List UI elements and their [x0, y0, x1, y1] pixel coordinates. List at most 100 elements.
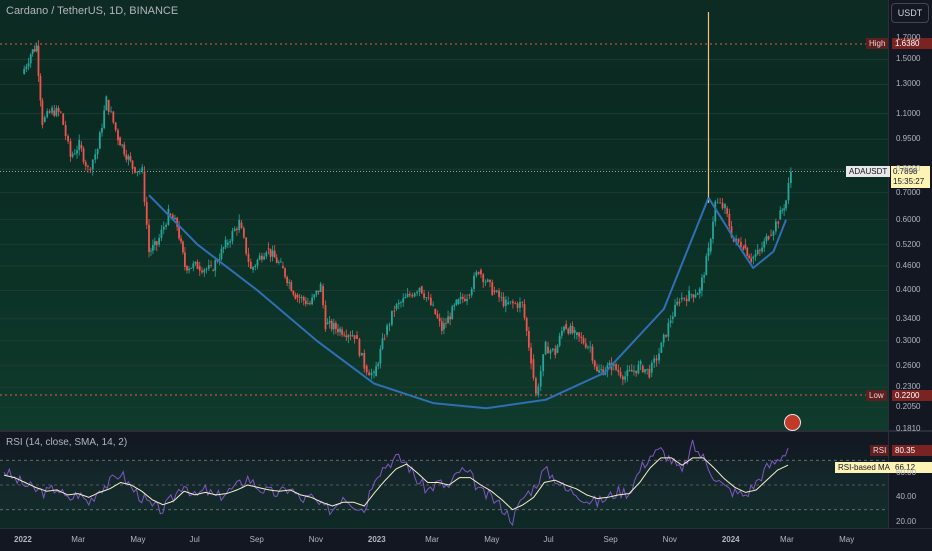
candle-body	[150, 250, 152, 252]
candle-body	[267, 248, 270, 249]
candle-body	[461, 296, 464, 299]
candle-body	[55, 108, 58, 116]
candle-body	[653, 358, 656, 363]
candle-body	[404, 296, 407, 299]
candle-body	[767, 236, 770, 240]
currency-button[interactable]: USDT	[891, 3, 929, 23]
candle-body	[748, 255, 751, 259]
candle-body	[315, 290, 318, 295]
candle-body	[716, 202, 719, 204]
handle-curve	[707, 197, 788, 269]
candle-body	[296, 294, 299, 298]
main-chart-panel[interactable]	[0, 0, 888, 430]
candle-body	[608, 362, 611, 366]
candle-body	[127, 156, 130, 160]
candle-body	[101, 127, 103, 133]
rsi-band	[0, 460, 888, 510]
candle-body	[210, 265, 212, 267]
price-tick-label: 0.4600	[896, 261, 921, 271]
candle-body	[593, 360, 596, 367]
candle-body	[397, 302, 400, 305]
candle-body	[420, 286, 423, 294]
candle-body	[33, 49, 36, 52]
candle-body	[67, 136, 69, 142]
candle-body	[306, 303, 309, 305]
rsi-tick-label: 40.00	[896, 492, 917, 502]
candle-body	[273, 250, 276, 258]
candle-body	[633, 370, 635, 372]
candle-body	[35, 45, 38, 52]
candle-body	[626, 370, 629, 377]
candle-body	[703, 275, 706, 278]
candle-body	[151, 245, 154, 251]
time-tick-label: Mar	[425, 535, 439, 544]
time-tick-label: Sep	[249, 535, 264, 544]
candle-body	[671, 316, 674, 319]
rsi-panel[interactable]	[0, 432, 888, 528]
candle-body	[261, 255, 263, 260]
candle-body	[286, 276, 289, 284]
candle-body	[313, 294, 316, 298]
rsi-ma-value: 66.12	[892, 462, 932, 473]
candle-body	[368, 372, 371, 376]
candle-body	[188, 268, 190, 271]
candle-body	[491, 282, 494, 296]
candle-body	[443, 323, 445, 330]
candle-body	[423, 293, 425, 299]
candle-body	[256, 259, 259, 266]
candle-body	[231, 231, 234, 242]
price-tick-label: 0.2300	[896, 382, 921, 392]
candle-body	[628, 370, 631, 371]
candle-body	[551, 348, 554, 351]
candle-body	[265, 252, 268, 257]
candle-body	[167, 208, 170, 225]
candle-body	[509, 301, 512, 303]
candle-body	[457, 299, 460, 305]
candle-body	[429, 297, 432, 306]
candle-body	[728, 213, 731, 227]
candle-body	[183, 252, 186, 267]
candle-body	[402, 298, 405, 303]
candle-body	[105, 96, 108, 111]
candle-body	[269, 248, 272, 257]
candle-body	[290, 282, 293, 292]
price-tick-label: 0.9500	[896, 134, 921, 144]
candle-body	[567, 328, 570, 334]
rsi-tick-label: 20.00	[896, 517, 917, 526]
rsi-title: RSI (14, close, SMA, 14, 2)	[6, 437, 128, 448]
price-tick-label: 0.5200	[896, 239, 921, 249]
candle-body	[247, 253, 250, 263]
candle-body	[165, 224, 167, 227]
event-badge-icon[interactable]	[784, 414, 801, 431]
time-tick-label: Nov	[308, 535, 323, 544]
candle-body	[451, 306, 454, 320]
candle-body	[606, 365, 609, 372]
candle-body	[80, 144, 83, 149]
candle-body	[69, 141, 72, 157]
candle-body	[635, 370, 638, 374]
candle-body	[598, 370, 600, 373]
candle-body	[512, 301, 514, 304]
candle-body	[119, 137, 121, 146]
price-axis[interactable]	[888, 0, 932, 528]
candle-body	[294, 294, 297, 300]
time-axis[interactable]	[0, 528, 932, 551]
candle-body	[25, 66, 28, 69]
candle-body	[360, 352, 363, 356]
candle-body	[453, 304, 456, 307]
candle-body	[201, 270, 203, 273]
candle-body	[358, 338, 361, 356]
candle-body	[198, 266, 201, 271]
candle-body	[341, 329, 344, 335]
time-tick-label: Mar	[71, 535, 85, 544]
candle-body	[525, 317, 528, 331]
candle-body	[756, 249, 759, 255]
candle-body	[180, 238, 182, 242]
candle-body	[236, 228, 238, 231]
candle-body	[466, 298, 468, 302]
candle-body	[547, 346, 549, 354]
panel-divider[interactable]	[0, 430, 932, 432]
candle-body	[23, 68, 26, 74]
candle-body	[416, 291, 419, 294]
